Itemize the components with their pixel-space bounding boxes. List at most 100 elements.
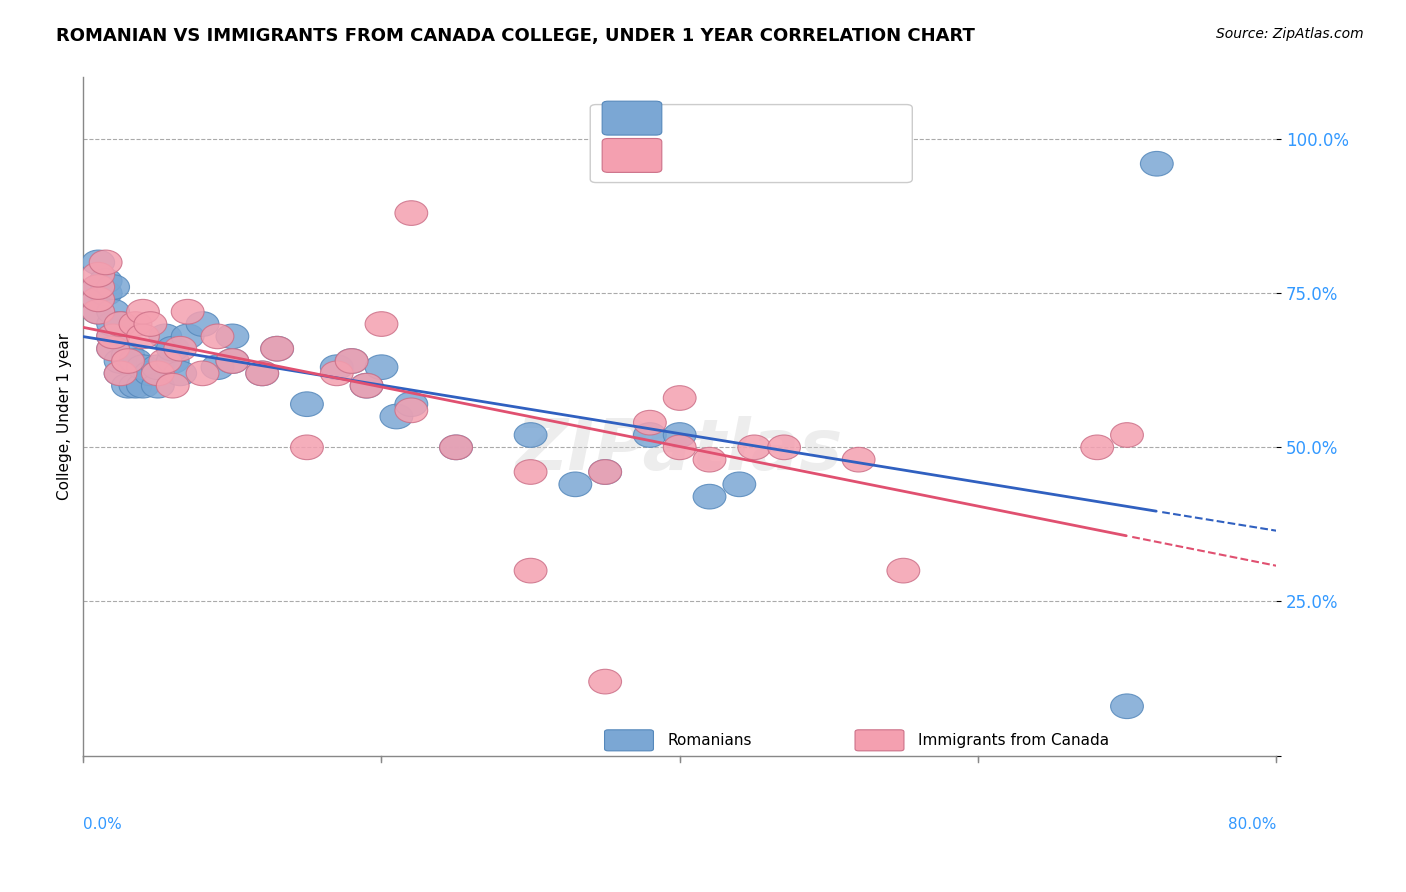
Text: N =  51: N = 51 bbox=[793, 106, 856, 124]
Ellipse shape bbox=[321, 361, 353, 385]
Ellipse shape bbox=[127, 324, 159, 349]
Ellipse shape bbox=[768, 435, 800, 459]
Ellipse shape bbox=[201, 355, 233, 379]
Ellipse shape bbox=[260, 336, 294, 361]
Ellipse shape bbox=[142, 361, 174, 385]
Ellipse shape bbox=[97, 336, 129, 361]
Ellipse shape bbox=[134, 311, 167, 336]
Text: Source: ZipAtlas.com: Source: ZipAtlas.com bbox=[1216, 27, 1364, 41]
Ellipse shape bbox=[589, 459, 621, 484]
Ellipse shape bbox=[172, 300, 204, 324]
Ellipse shape bbox=[440, 435, 472, 459]
Ellipse shape bbox=[366, 355, 398, 379]
Ellipse shape bbox=[172, 324, 204, 349]
Ellipse shape bbox=[217, 324, 249, 349]
Ellipse shape bbox=[156, 374, 190, 398]
Ellipse shape bbox=[127, 355, 159, 379]
Ellipse shape bbox=[82, 300, 115, 324]
Ellipse shape bbox=[111, 349, 145, 374]
Ellipse shape bbox=[97, 300, 129, 324]
Ellipse shape bbox=[142, 374, 174, 398]
Ellipse shape bbox=[589, 669, 621, 694]
Ellipse shape bbox=[634, 423, 666, 447]
FancyBboxPatch shape bbox=[591, 104, 912, 183]
Ellipse shape bbox=[165, 336, 197, 361]
Ellipse shape bbox=[693, 447, 725, 472]
Ellipse shape bbox=[291, 392, 323, 417]
Text: ZIPatlas: ZIPatlas bbox=[516, 416, 844, 485]
Ellipse shape bbox=[1111, 423, 1143, 447]
Ellipse shape bbox=[120, 374, 152, 398]
Ellipse shape bbox=[82, 300, 115, 324]
Ellipse shape bbox=[186, 311, 219, 336]
Ellipse shape bbox=[842, 447, 875, 472]
Ellipse shape bbox=[1140, 152, 1173, 176]
Ellipse shape bbox=[723, 472, 756, 497]
Ellipse shape bbox=[217, 349, 249, 374]
Ellipse shape bbox=[395, 392, 427, 417]
Ellipse shape bbox=[201, 324, 233, 349]
Ellipse shape bbox=[104, 311, 136, 336]
Ellipse shape bbox=[89, 268, 122, 293]
Ellipse shape bbox=[111, 374, 145, 398]
Ellipse shape bbox=[149, 349, 181, 374]
Ellipse shape bbox=[350, 374, 382, 398]
Ellipse shape bbox=[366, 311, 398, 336]
Ellipse shape bbox=[321, 355, 353, 379]
Ellipse shape bbox=[560, 472, 592, 497]
Ellipse shape bbox=[149, 324, 181, 349]
Ellipse shape bbox=[165, 361, 197, 385]
Ellipse shape bbox=[217, 349, 249, 374]
Text: R = -0.193: R = -0.193 bbox=[668, 106, 758, 124]
Ellipse shape bbox=[127, 374, 159, 398]
FancyBboxPatch shape bbox=[602, 101, 662, 135]
Ellipse shape bbox=[291, 435, 323, 459]
Ellipse shape bbox=[335, 349, 368, 374]
Ellipse shape bbox=[104, 349, 136, 374]
Text: ROMANIAN VS IMMIGRANTS FROM CANADA COLLEGE, UNDER 1 YEAR CORRELATION CHART: ROMANIAN VS IMMIGRANTS FROM CANADA COLLE… bbox=[56, 27, 976, 45]
Ellipse shape bbox=[97, 311, 129, 336]
Ellipse shape bbox=[97, 275, 129, 300]
Ellipse shape bbox=[111, 343, 145, 368]
Ellipse shape bbox=[260, 336, 294, 361]
Ellipse shape bbox=[350, 374, 382, 398]
Ellipse shape bbox=[97, 324, 129, 349]
FancyBboxPatch shape bbox=[855, 730, 904, 751]
Ellipse shape bbox=[335, 349, 368, 374]
Ellipse shape bbox=[634, 410, 666, 435]
FancyBboxPatch shape bbox=[602, 138, 662, 172]
Ellipse shape bbox=[82, 275, 115, 300]
Ellipse shape bbox=[887, 558, 920, 583]
Ellipse shape bbox=[142, 355, 174, 379]
Ellipse shape bbox=[246, 361, 278, 385]
Ellipse shape bbox=[156, 336, 190, 361]
Ellipse shape bbox=[589, 459, 621, 484]
Ellipse shape bbox=[120, 311, 152, 336]
Ellipse shape bbox=[89, 250, 122, 275]
Ellipse shape bbox=[89, 281, 122, 306]
Ellipse shape bbox=[395, 398, 427, 423]
Ellipse shape bbox=[1081, 435, 1114, 459]
Text: N =  46: N = 46 bbox=[793, 146, 856, 164]
FancyBboxPatch shape bbox=[605, 730, 654, 751]
Ellipse shape bbox=[738, 435, 770, 459]
Text: 80.0%: 80.0% bbox=[1227, 816, 1277, 831]
Ellipse shape bbox=[104, 311, 136, 336]
Ellipse shape bbox=[515, 459, 547, 484]
Ellipse shape bbox=[246, 361, 278, 385]
Ellipse shape bbox=[515, 558, 547, 583]
Ellipse shape bbox=[664, 435, 696, 459]
Ellipse shape bbox=[395, 201, 427, 226]
Ellipse shape bbox=[82, 262, 115, 287]
Ellipse shape bbox=[104, 361, 136, 385]
Ellipse shape bbox=[380, 404, 413, 429]
Text: Immigrants from Canada: Immigrants from Canada bbox=[918, 733, 1109, 748]
Y-axis label: College, Under 1 year: College, Under 1 year bbox=[58, 333, 72, 500]
Ellipse shape bbox=[97, 336, 129, 361]
Ellipse shape bbox=[82, 250, 115, 275]
Ellipse shape bbox=[515, 423, 547, 447]
Ellipse shape bbox=[104, 361, 136, 385]
Text: R = -0.185: R = -0.185 bbox=[668, 146, 756, 164]
Ellipse shape bbox=[664, 423, 696, 447]
Ellipse shape bbox=[82, 287, 115, 311]
